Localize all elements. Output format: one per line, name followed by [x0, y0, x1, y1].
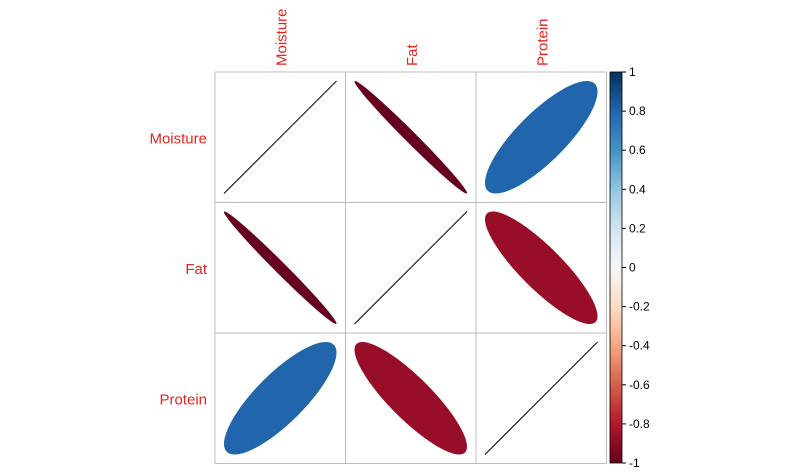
colorbar-ticks: 1 0.8 0.6 0.4 0.2 0 -0.2 -0.4 -0.6 -0.8 -1 — [622, 65, 650, 470]
ellipse-moisture-protein — [485, 81, 598, 194]
colorbar-tick-label: 0.8 — [629, 104, 646, 118]
ellipse-fat-moisture — [224, 211, 337, 324]
column-labels: Moisture Fat Protein — [273, 8, 551, 66]
ellipse-moisture-moisture — [223, 80, 337, 194]
colorbar-tick-label: 0.6 — [629, 143, 646, 157]
colorbar-tick-label: 1 — [629, 65, 636, 79]
correlation-ellipses — [223, 80, 598, 455]
colorbar-tick-label: 0.4 — [629, 182, 646, 196]
row-label-protein: Protein — [159, 391, 207, 408]
ellipse-protein-protein — [484, 341, 598, 455]
row-label-moisture: Moisture — [149, 130, 207, 147]
colorbar-tick-label: -0.2 — [629, 300, 650, 314]
column-label-protein: Protein — [534, 18, 551, 66]
colorbar-tick-label: 0.2 — [629, 221, 646, 235]
ellipse-moisture-fat — [354, 81, 467, 194]
matrix-grid — [214, 71, 607, 464]
colorbar-tick-label: -0.6 — [629, 378, 650, 392]
ellipse-protein-moisture — [224, 342, 337, 455]
row-labels: Moisture Fat Protein — [149, 130, 207, 408]
ellipse-fat-fat — [354, 211, 468, 325]
colorbar-tick-label: -0.4 — [629, 339, 650, 353]
row-label-fat: Fat — [185, 261, 208, 278]
colorbar-gradient — [609, 71, 623, 464]
colorbar: 1 0.8 0.6 0.4 0.2 0 -0.2 -0.4 -0.6 -0.8 -1 — [609, 65, 650, 470]
ellipse-protein-fat — [354, 342, 467, 455]
colorbar-tick-label: -1 — [629, 456, 640, 470]
column-label-fat: Fat — [404, 43, 421, 66]
colorbar-tick-label: 0 — [629, 261, 636, 275]
column-label-moisture: Moisture — [273, 8, 290, 66]
colorbar-tick-label: -0.8 — [629, 417, 650, 431]
ellipse-fat-protein — [485, 211, 598, 324]
